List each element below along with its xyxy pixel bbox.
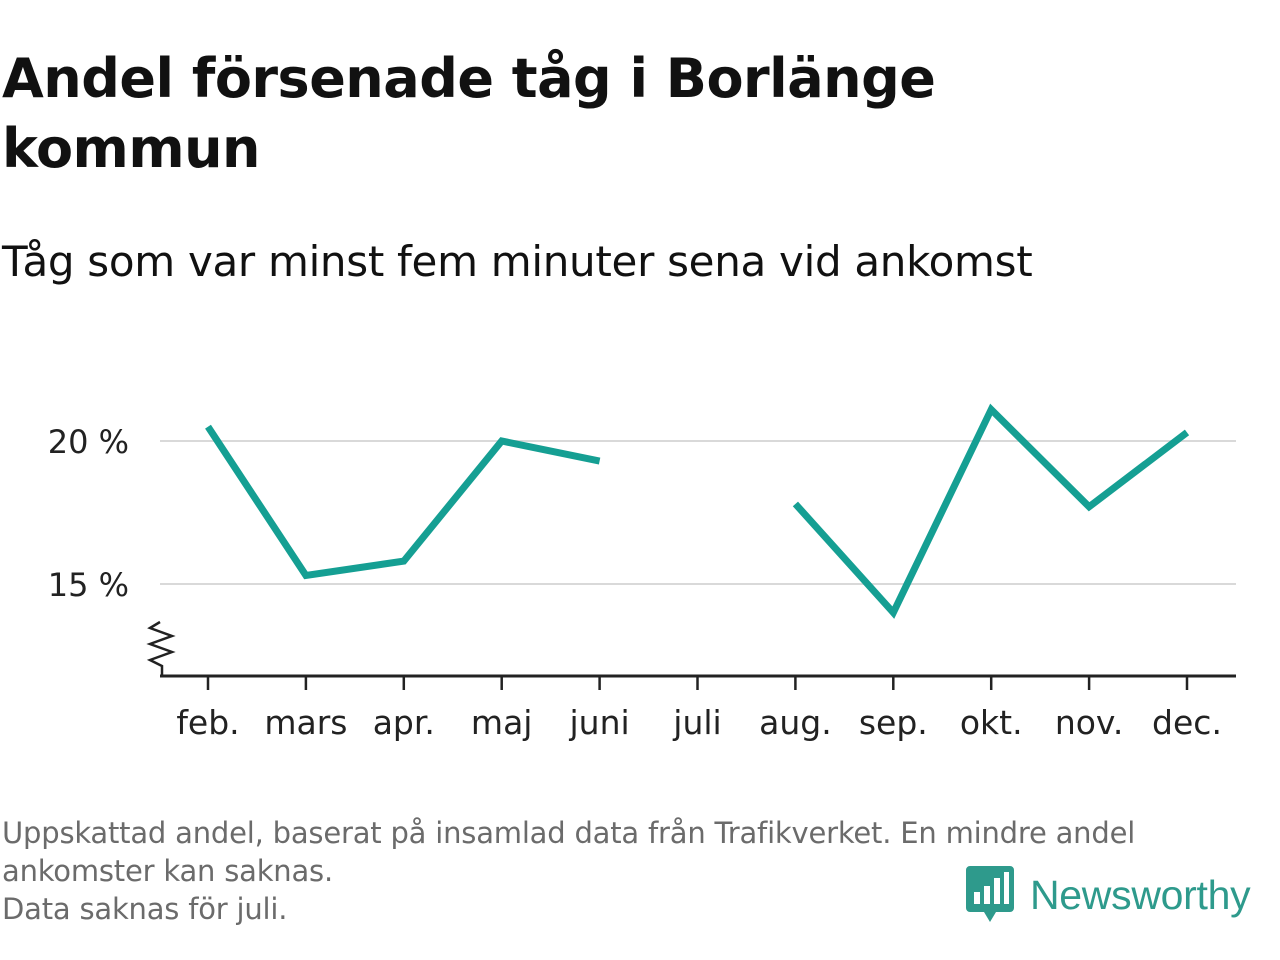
x-tick-label-10: dec. (1152, 703, 1222, 742)
x-tick-label-6: aug. (759, 703, 832, 742)
x-tick-labels: feb. mars apr. maj juni juli aug. sep. okt. nov. d… (176, 703, 1222, 742)
x-tick-label-4: juni (569, 703, 630, 742)
chart-subtitle: Tåg som var minst fem minuter sena vid a… (2, 237, 1033, 286)
series-0-line-segment-1 (792, 403, 1190, 619)
x-tick-label-1: mars (264, 703, 347, 742)
brand-logo: Newsworthy (964, 864, 1251, 926)
y-tick-labels: 15 % 20 % (48, 423, 129, 604)
newsworthy-logo-icon (966, 866, 1014, 922)
y-tick-label-20: 20 % (48, 423, 129, 461)
x-tick-label-2: apr. (373, 703, 435, 742)
x-tick-label-9: nov. (1055, 703, 1124, 742)
x-axis (146, 620, 1236, 690)
footnote: Uppskattad andel, baserat på insamlad da… (2, 814, 1272, 928)
x-tick-label-0: feb. (176, 703, 239, 742)
x-tick-label-3: maj (471, 703, 533, 742)
footnote-line-2: ankomster kan saknas. (2, 854, 333, 888)
y-tick-label-15: 15 % (48, 566, 129, 604)
series-lines (205, 403, 1190, 619)
x-tick-label-5: juli (672, 703, 721, 742)
x-tick-label-8: okt. (960, 703, 1023, 742)
grid-lines (160, 440, 1236, 585)
chart-title: Andel försenade tåg i Borlänge kommun (2, 47, 936, 180)
line-chart: 15 % 20 % feb. mars apr. maj juni juli aug. sep.… (48, 403, 1236, 742)
footnote-line-3: Data saknas för juli. (2, 892, 288, 926)
y-axis-break-icon (146, 620, 176, 676)
x-tick-label-7: sep. (859, 703, 928, 742)
series-0-line-segment-0 (205, 424, 601, 580)
footnote-line-1: Uppskattad andel, baserat på insamlad da… (2, 816, 1136, 850)
brand-name: Newsworthy (1030, 871, 1251, 918)
